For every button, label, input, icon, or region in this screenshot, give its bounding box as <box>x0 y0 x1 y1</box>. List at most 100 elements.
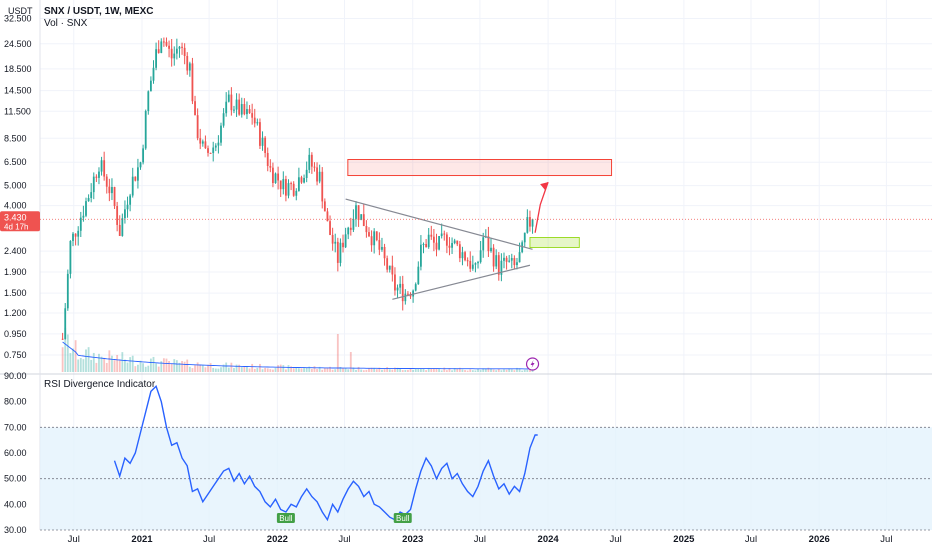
volume-bar <box>365 369 368 372</box>
candle <box>230 87 233 116</box>
volume-bar <box>305 367 308 372</box>
candle-body <box>277 173 280 181</box>
volume-bar <box>505 369 508 372</box>
volume-bar <box>368 368 370 372</box>
candle-body <box>220 125 222 143</box>
candle <box>72 232 74 247</box>
candle <box>445 232 448 254</box>
volume-bar <box>508 368 511 372</box>
candle-body <box>308 154 311 170</box>
candle <box>277 166 280 190</box>
volume-bar <box>209 363 212 372</box>
candle-body <box>347 227 350 235</box>
symbol-title[interactable]: SNX / USDT, 1W, MEXC <box>44 6 154 17</box>
volume-bar <box>98 353 100 372</box>
candle <box>238 93 241 116</box>
candle-body <box>417 266 420 285</box>
candle <box>188 61 191 77</box>
volume-bar <box>175 360 178 372</box>
candle-body <box>121 218 124 236</box>
volume-bar <box>407 369 409 372</box>
candle-body <box>92 176 95 193</box>
volume-bar <box>277 365 280 372</box>
candle-body <box>344 234 347 248</box>
volume-bar <box>103 357 106 372</box>
volume-label[interactable]: Vol · SNX <box>44 18 88 29</box>
candle-body <box>477 262 479 264</box>
volume-bar <box>188 366 191 372</box>
volume-bar <box>313 366 316 372</box>
volume-bars <box>61 327 534 372</box>
candle <box>108 178 111 202</box>
volume-bar <box>303 368 305 372</box>
candle-body <box>233 109 235 111</box>
volume-bar <box>474 370 477 372</box>
candle-body <box>323 201 326 212</box>
candle-body <box>383 246 386 259</box>
candle <box>396 284 399 298</box>
candle <box>248 105 251 114</box>
candle <box>365 220 368 238</box>
candle-body <box>456 240 459 245</box>
candle-body <box>531 219 534 227</box>
bull-badge <box>393 513 412 523</box>
candle-body <box>162 41 165 43</box>
candle <box>113 186 116 209</box>
volume-bar <box>464 370 466 372</box>
candle <box>375 231 378 242</box>
candle-body <box>451 243 453 248</box>
volume-bar <box>87 347 90 372</box>
candle <box>523 232 526 247</box>
candle <box>432 228 435 252</box>
volume-bar <box>310 368 313 372</box>
candle-body <box>274 173 277 184</box>
volume-bar <box>108 350 111 372</box>
volume-bar <box>440 370 443 372</box>
x-tick-label: Jul <box>203 534 215 545</box>
candle <box>401 275 404 311</box>
candle <box>531 218 534 234</box>
rsi-tick-label: 70.00 <box>4 422 27 432</box>
candle <box>220 122 222 146</box>
candle <box>66 269 69 311</box>
volume-bar <box>173 359 176 372</box>
candle <box>370 230 373 252</box>
candle <box>134 176 137 182</box>
candle <box>165 37 168 47</box>
candle-body <box>394 274 396 291</box>
candle-body <box>492 247 495 267</box>
candle-body <box>87 198 90 202</box>
candle <box>272 162 274 188</box>
candle-body <box>521 242 524 253</box>
volume-bar <box>399 368 402 372</box>
volume-bar <box>477 368 479 372</box>
candle-body <box>310 154 313 167</box>
volume-bar <box>61 347 64 372</box>
candle <box>85 197 87 218</box>
candle-body <box>438 236 440 250</box>
candle <box>173 46 176 66</box>
candle-body <box>230 94 233 111</box>
candle-body <box>253 117 256 124</box>
price-tick-label: 24.500 <box>4 39 32 49</box>
candle <box>170 38 173 67</box>
rsi-indicator-title[interactable]: RSI Divergence Indicator <box>44 379 156 390</box>
volume-bar <box>409 368 412 372</box>
volume-bar <box>456 368 459 372</box>
candle <box>149 76 152 92</box>
candle-body <box>487 236 490 252</box>
volume-bar <box>90 359 93 372</box>
candle-body <box>391 265 394 275</box>
candle-body <box>129 195 132 205</box>
candle-body <box>365 226 368 233</box>
candle-body <box>482 237 485 251</box>
candle-body <box>378 240 381 250</box>
x-tick-label: Jul <box>68 534 80 545</box>
candle <box>282 171 285 195</box>
volume-bar <box>85 349 87 372</box>
candle <box>284 175 287 202</box>
volume-bar <box>458 367 461 372</box>
volume-bar <box>240 367 243 372</box>
